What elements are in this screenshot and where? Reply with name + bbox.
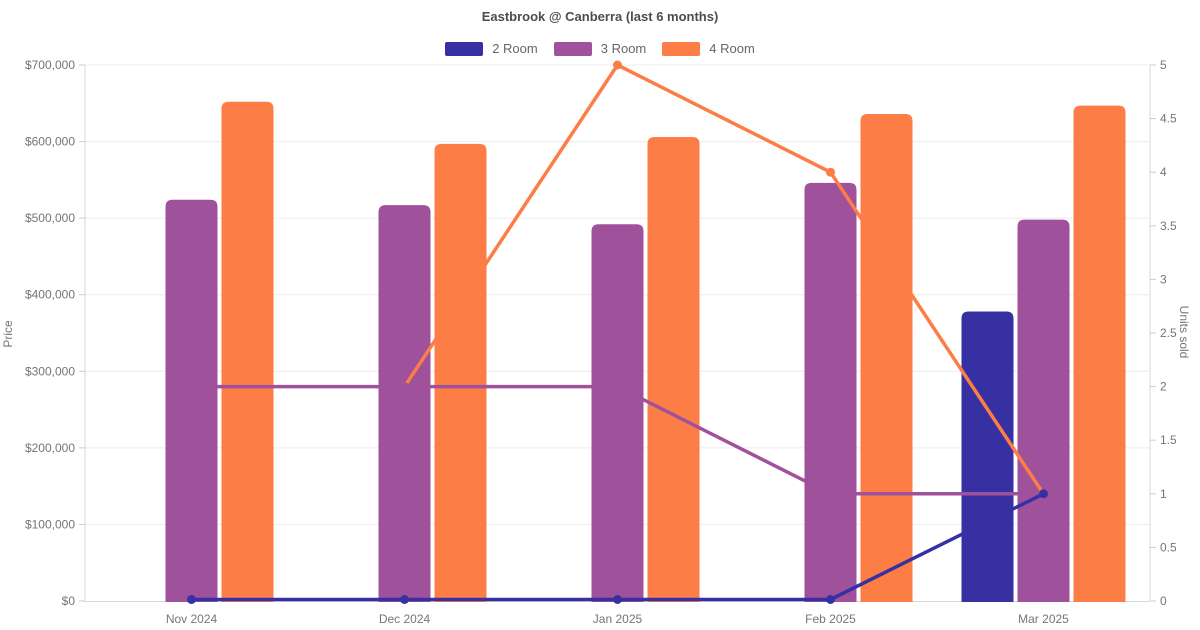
left-axis-tick-label: $200,000 — [25, 441, 75, 455]
legend-item-3-room[interactable]: 3 Room — [553, 41, 647, 56]
legend-label: 2 Room — [492, 41, 538, 56]
bar-2-room — [961, 311, 1014, 602]
bar-4-room — [860, 114, 913, 603]
right-axis-tick-label: 2 — [1160, 380, 1167, 394]
point-4-room — [613, 60, 622, 70]
point-2-room — [187, 595, 196, 604]
line-4-room — [402, 63, 1046, 496]
point-4-room — [826, 167, 835, 177]
legend-label: 3 Room — [600, 41, 647, 56]
x-axis-category-label: Mar 2025 — [1018, 612, 1069, 626]
point-3-room — [613, 382, 622, 392]
right-axis-tick-label: 4.5 — [1160, 112, 1177, 126]
right-axis-title: Units sold — [1177, 305, 1191, 359]
bar-4-room — [434, 143, 487, 602]
right-axis-tick-label: 5 — [1160, 58, 1167, 72]
point-3-room — [187, 382, 196, 392]
left-axis-tick-label: $100,000 — [25, 517, 75, 531]
left-axis-tick-label: $500,000 — [25, 211, 75, 225]
legend-item-2-room[interactable]: 2 Room — [445, 41, 538, 56]
point-2-room — [826, 595, 835, 604]
x-axis-category-label: Dec 2024 — [379, 612, 431, 626]
legend-item-4-room[interactable]: 4 Room — [662, 41, 755, 56]
point-2-room — [400, 595, 409, 604]
right-axis-tick-label: 1 — [1160, 487, 1167, 501]
point-2-room — [1039, 489, 1048, 499]
legend-swatch-icon — [662, 41, 701, 56]
left-axis-tick-label: $400,000 — [25, 288, 75, 302]
bar-3-room — [804, 182, 857, 603]
left-axis-tick-label: $0 — [62, 594, 76, 608]
point-3-room — [400, 382, 409, 392]
left-axis-tick-label: $600,000 — [25, 135, 75, 149]
bar-3-room — [378, 205, 431, 602]
bar-4-room — [1073, 105, 1126, 602]
right-axis-tick-label: 3.5 — [1160, 219, 1177, 233]
x-axis-category-label: Nov 2024 — [166, 612, 218, 626]
point-3-room — [826, 489, 835, 499]
x-axis-category-label: Feb 2025 — [805, 612, 856, 626]
legend-swatch-icon — [445, 41, 484, 56]
right-axis-tick-label: 0.5 — [1160, 540, 1177, 554]
bar-4-room — [221, 101, 274, 603]
left-axis-title: Price — [1, 320, 15, 348]
right-axis-tick-label: 1.5 — [1160, 433, 1177, 447]
right-axis-tick-label: 2.5 — [1160, 326, 1177, 340]
bar-4-room — [647, 136, 700, 602]
right-axis-tick-label: 4 — [1160, 165, 1167, 179]
x-axis-category-label: Jan 2025 — [593, 612, 643, 626]
right-axis-tick-label: 3 — [1160, 272, 1167, 286]
legend-swatch-icon — [553, 41, 592, 56]
legend-label: 4 Room — [709, 41, 755, 56]
bar-3-room — [165, 199, 218, 602]
bar-3-room — [1017, 219, 1070, 602]
left-axis-tick-label: $300,000 — [25, 364, 75, 378]
chart-legend: 2 Room 3 Room 4 Room — [0, 41, 1200, 56]
point-2-room — [613, 595, 622, 604]
left-axis-tick-label: $700,000 — [25, 58, 75, 72]
bar-3-room — [591, 224, 644, 603]
chart-title: Eastbrook @ Canberra (last 6 months) — [481, 9, 719, 24]
right-axis-tick-label: 0 — [1160, 594, 1167, 608]
